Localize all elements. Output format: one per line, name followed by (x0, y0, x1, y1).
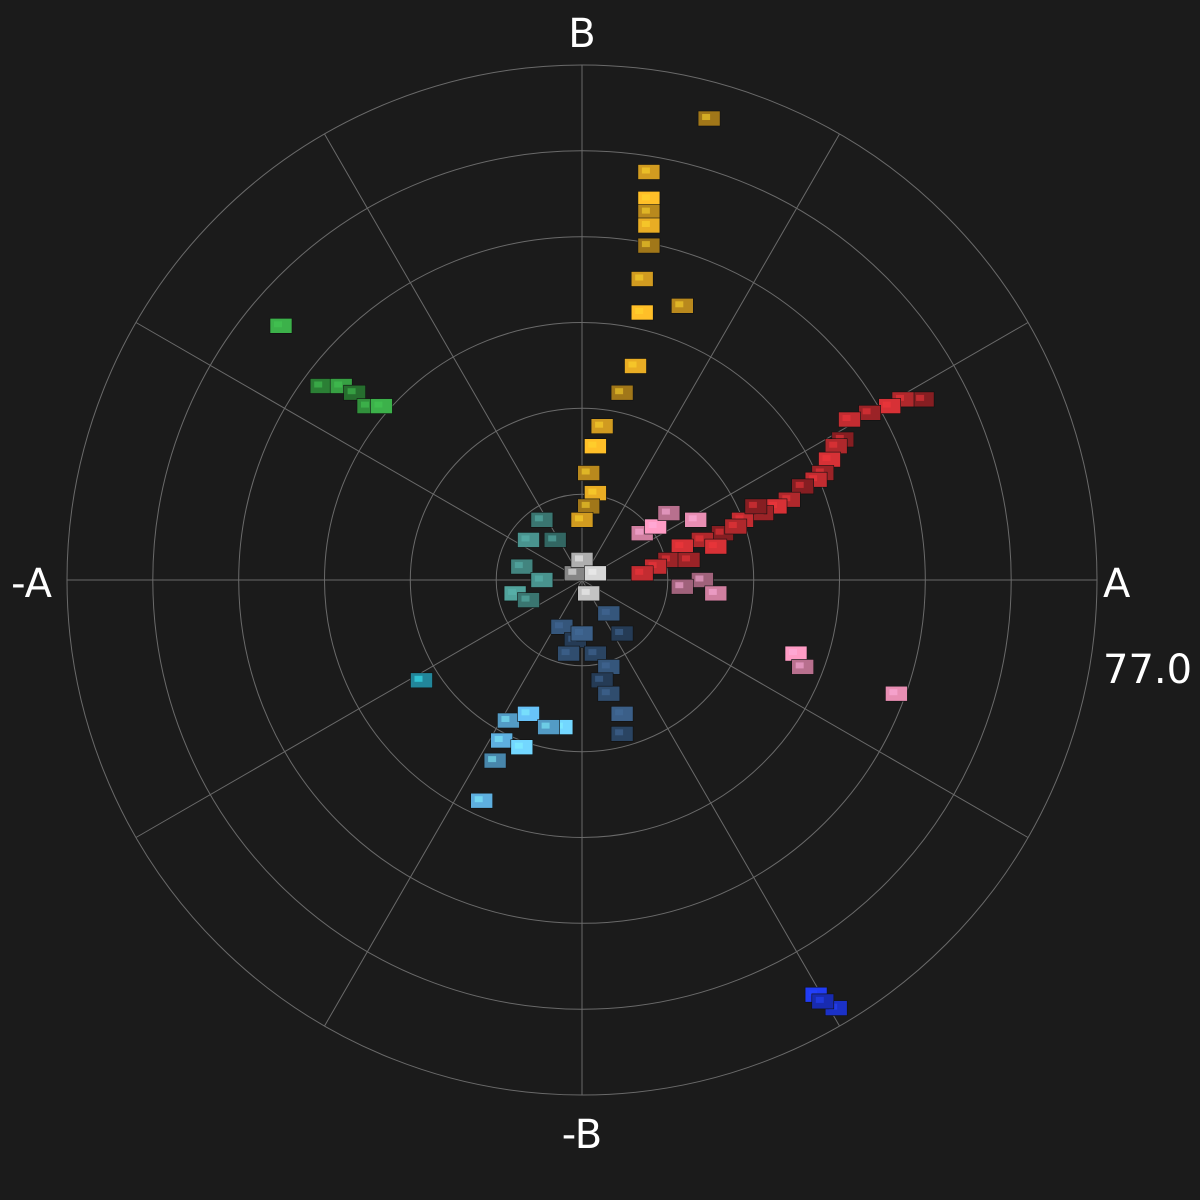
data-point-red (724, 518, 748, 535)
data-point-pink (704, 585, 728, 602)
grid-spoke (581, 322, 1029, 581)
grid-spoke (324, 133, 583, 581)
data-point-cyan (410, 672, 433, 689)
data-point-slate-blue (597, 685, 621, 702)
grid-spoke (135, 579, 583, 838)
polar-grid (66, 64, 1098, 1096)
data-point-red (911, 391, 935, 408)
data-point-teal (517, 532, 540, 548)
data-point-orange-yellow (637, 237, 661, 254)
data-point-neutral (577, 585, 601, 602)
data-point-teal (510, 558, 534, 575)
data-point-red (838, 411, 861, 428)
data-point-teal (530, 572, 554, 588)
data-point-slate-blue (590, 672, 614, 689)
data-point-pink (657, 505, 681, 521)
data-point-orange-yellow (570, 511, 594, 528)
data-point-light-blue (497, 712, 520, 729)
data-point-green (343, 384, 366, 401)
data-point-slate-blue (570, 625, 594, 642)
data-point-teal (517, 592, 540, 608)
data-point-pink (784, 645, 808, 662)
data-point-green (370, 398, 393, 414)
data-point-pink (684, 511, 708, 528)
data-point-light-blue (517, 705, 540, 722)
data-point-slate-blue (550, 618, 574, 635)
data-point-orange-yellow (697, 110, 721, 127)
data-point-red (858, 404, 881, 421)
data-point-deep-blue (811, 993, 835, 1010)
data-point-pink (885, 685, 908, 702)
data-point-slate-blue (557, 645, 580, 662)
data-point-light-blue (483, 752, 507, 769)
data-point-neutral (570, 552, 594, 568)
data-point-pink (691, 572, 714, 588)
data-point-red (824, 438, 848, 455)
data-point-red (630, 565, 654, 582)
axis-label-a: A (1103, 561, 1131, 607)
data-point-red (791, 478, 815, 495)
data-point-pink (791, 659, 815, 675)
data-point-orange-yellow (637, 164, 661, 180)
data-point-red (818, 451, 841, 468)
data-point-light-blue (537, 719, 560, 735)
data-point-slate-blue (597, 605, 621, 622)
data-point-orange-yellow (610, 384, 634, 401)
data-point-light-blue (490, 732, 514, 749)
grid-spoke (581, 579, 840, 1027)
data-point-slate-blue (610, 705, 634, 722)
data-point-slate-blue (584, 645, 607, 662)
data-point-light-blue (470, 792, 494, 809)
data-point-orange-yellow (637, 217, 661, 234)
data-point-orange-yellow (670, 297, 694, 314)
data-point-orange-yellow (577, 465, 601, 481)
axis-label-b: B (568, 11, 595, 57)
grid-spoke (135, 322, 583, 581)
data-point-red (744, 498, 768, 515)
data-point-orange-yellow (584, 485, 607, 501)
data-point-neutral (563, 565, 587, 582)
data-point-pink (644, 518, 667, 535)
data-point-orange-yellow (590, 418, 614, 435)
data-point-orange-yellow (637, 204, 661, 220)
data-point-neutral (584, 565, 607, 582)
data-point-slate-blue (610, 725, 634, 742)
grid-spoke (581, 133, 840, 581)
data-point-pink (670, 578, 694, 595)
data-point-orange-yellow (577, 498, 601, 515)
data-point-orange-yellow (630, 271, 654, 287)
grid-spoke (324, 579, 583, 1027)
data-point-slate-blue (597, 659, 621, 675)
data-point-green (269, 317, 293, 334)
data-point-red (878, 398, 902, 414)
axis-label-neg-b: -B (562, 1112, 602, 1158)
data-point-red (677, 552, 701, 568)
data-point-orange-yellow (584, 438, 607, 455)
data-point-orange-yellow (630, 304, 654, 321)
data-point-red (670, 538, 694, 555)
data-point-green (309, 378, 333, 394)
data-point-teal (530, 511, 554, 528)
grid-spoke (581, 579, 1029, 838)
data-point-light-blue (510, 739, 534, 756)
data-point-orange-yellow (624, 358, 647, 374)
data-point-red (704, 538, 728, 555)
data-point-orange-yellow (637, 191, 661, 207)
axis-label-neg-a: -A (11, 561, 53, 607)
data-points (269, 110, 935, 1016)
radius-label: 77.0 (1103, 647, 1192, 693)
data-point-slate-blue (610, 625, 634, 642)
data-point-teal (543, 532, 567, 548)
